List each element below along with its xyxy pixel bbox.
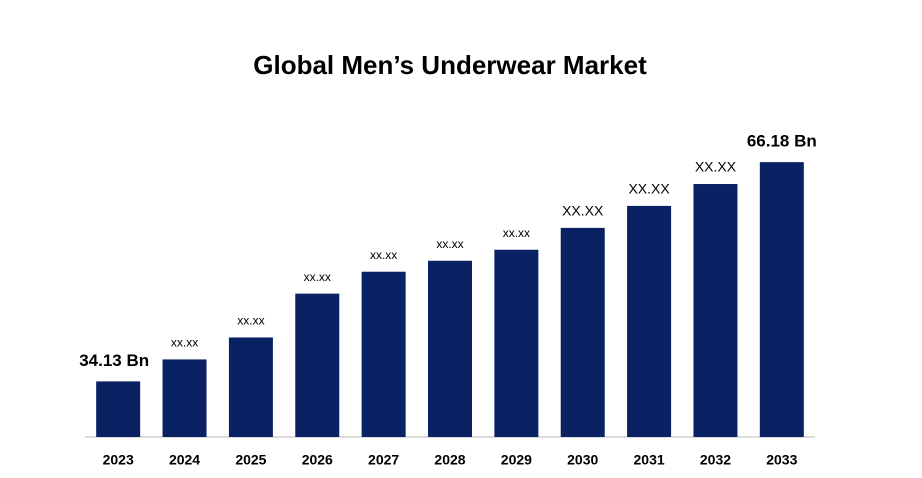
x-tick-label: 2028 [434, 452, 465, 468]
x-tick-label: 2032 [700, 452, 731, 468]
value-label: XX.XX [562, 203, 604, 219]
bar [228, 337, 273, 437]
bar [627, 205, 672, 437]
x-tick-label: 2030 [567, 452, 598, 468]
bar [759, 162, 804, 438]
x-tick-label: 2033 [766, 452, 797, 468]
value-label: XX.XX [695, 159, 737, 175]
x-tick-label: 2027 [368, 452, 399, 468]
bar [96, 381, 141, 437]
x-tick-label: 2026 [302, 452, 333, 468]
bar [560, 227, 605, 437]
value-label: xx.xx [370, 248, 397, 262]
x-tick-label: 2031 [634, 452, 665, 468]
bar [295, 293, 340, 437]
bar [693, 184, 738, 437]
value-label: xx.xx [436, 237, 463, 251]
chart-title: Global Men’s Underwear Market [253, 50, 647, 80]
bar [428, 260, 472, 437]
x-tick-label: 2024 [169, 452, 200, 468]
value-label: xx.xx [237, 314, 264, 328]
bar [361, 271, 406, 437]
value-label: 34.13 Bn [79, 351, 149, 370]
value-label: XX.XX [628, 181, 670, 197]
x-tick-label: 2023 [103, 452, 134, 468]
value-label: xx.xx [304, 270, 331, 284]
bar [494, 249, 539, 437]
value-label: xx.xx [171, 336, 198, 350]
bar [162, 359, 207, 437]
value-label: 66.18 Bn [747, 132, 817, 151]
x-tick-label: 2025 [235, 452, 266, 468]
x-tick-label: 2029 [501, 452, 532, 468]
value-label: xx.xx [503, 226, 530, 240]
